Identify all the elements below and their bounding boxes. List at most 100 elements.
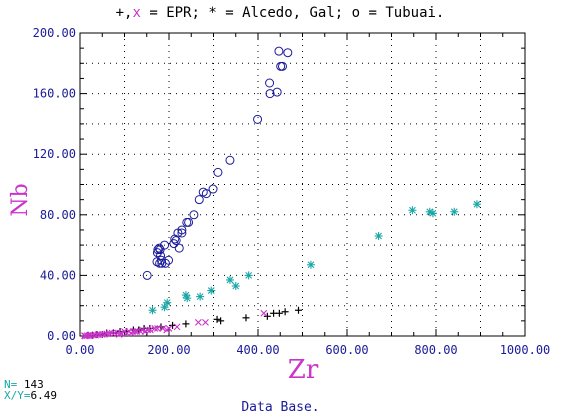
x-tick-label: 800.00 (414, 343, 457, 357)
axis-ticks (79, 32, 526, 337)
tubuai-point (174, 243, 184, 253)
y-tick-label: 120.00 (33, 147, 76, 161)
tubuai-point (208, 184, 218, 194)
chart-title-part: = EPR; (141, 5, 208, 21)
chart-title-part: = Tubuai. (360, 5, 444, 21)
epr-plus-point (213, 315, 221, 323)
tubuai-point (160, 258, 170, 268)
epr-x-point (111, 329, 119, 337)
sample-count-value: 143 (17, 378, 44, 391)
alcedo-point (207, 286, 216, 295)
alcedo-point (306, 260, 315, 269)
epr-x-point (173, 323, 181, 331)
epr-x-point (194, 318, 202, 326)
y-tick-label: 80.00 (40, 208, 76, 222)
sample-count: N= 143 (4, 378, 44, 391)
epr-x-point (127, 329, 135, 337)
x-tick-label: 1000.00 (500, 343, 551, 357)
alcedo-point (408, 206, 417, 215)
x-tick-label: 400.00 (236, 343, 279, 357)
alcedo-point (148, 306, 157, 315)
tubuai-point (153, 245, 163, 255)
epr-plus-point (217, 317, 225, 325)
tubuai-point (274, 46, 284, 56)
xy-ratio-value: 6.49 (30, 389, 58, 402)
y-tick-labels: 0.00 40.00 80.00 120.00 160.00 200.00 (33, 26, 76, 343)
tubuai-point (265, 89, 275, 99)
alcedo-point (472, 200, 481, 209)
tubuai-point (182, 217, 192, 227)
alcedo-point (183, 294, 192, 303)
epr-x-point (83, 332, 91, 340)
chart-title-part: x (132, 5, 140, 21)
sample-count-label: N= (4, 378, 18, 391)
alcedo-point (374, 232, 383, 241)
tubuai-point (164, 255, 174, 265)
epr-plus-point (182, 320, 190, 328)
tubuai-point (177, 228, 187, 238)
x-tick-labels: 0.00 200.00 400.00 600.00 800.00 1000.00 (66, 343, 551, 357)
tubuai-point (272, 87, 282, 97)
epr-plus-point (242, 314, 250, 322)
epr-x-point (159, 325, 167, 332)
alcedo-point (163, 298, 172, 307)
epr-plus-point (270, 309, 278, 317)
epr-x-point (163, 326, 171, 334)
chart-title: +,x = EPR; * = Alcedo, Gal; o = Tubuai. (116, 5, 445, 21)
epr-plus-point (109, 329, 117, 337)
epr-x-point (202, 318, 209, 326)
y-tick-label: 40.00 (40, 268, 76, 282)
epr-x-point (154, 325, 161, 332)
tubuai-point (276, 61, 286, 71)
y-axis-title: Nb (8, 183, 33, 216)
chart-title-part: * (208, 5, 216, 21)
alcedo-point (244, 271, 253, 280)
epr-plus-point (294, 306, 302, 314)
epr-x-point (131, 328, 139, 335)
tubuai-point (225, 155, 235, 165)
x-tick-label: 200.00 (147, 343, 190, 357)
y-tick-label: 0.00 (47, 329, 76, 343)
y-tick-label: 200.00 (33, 26, 76, 40)
tubuai-point (198, 187, 208, 197)
tubuai-point (194, 195, 204, 205)
chart-title-part: = Alcedo, Gal; (217, 5, 352, 21)
x-axis-title: Zr (288, 355, 319, 385)
tubuai-point (265, 78, 275, 88)
tubuai-point (152, 248, 162, 258)
alcedo-point (225, 275, 234, 284)
tubuai-point (184, 217, 194, 227)
tubuai-point (189, 210, 199, 220)
epr-x-point (81, 332, 88, 340)
tubuai-point (155, 258, 165, 268)
xy-ratio: X/Y=6.49 (4, 389, 57, 402)
epr-x-point (141, 328, 149, 335)
epr-x-point (260, 309, 268, 317)
y-tick-label: 160.00 (33, 87, 76, 101)
epr-plus-point (281, 308, 289, 316)
x-tick-label: 0.00 (66, 343, 95, 357)
tubuai-point (253, 114, 263, 124)
tubuai-point (169, 239, 179, 249)
epr-x-point (151, 325, 159, 332)
xy-ratio-label: X/Y= (4, 389, 31, 402)
tubuai-point (213, 167, 223, 177)
grid (80, 33, 525, 336)
tubuai-point (155, 245, 165, 255)
tubuai-point (152, 257, 162, 267)
data-points (81, 46, 481, 340)
alcedo-point (231, 282, 240, 291)
chart-title-text: +,x = EPR; * = Alcedo, Gal; o = Tubuai. (116, 5, 445, 21)
tubuai-point (283, 48, 293, 58)
alcedo-point (196, 292, 205, 301)
alcedo-point (425, 207, 434, 216)
tubuai-point (142, 270, 152, 280)
alcedo-point (160, 303, 169, 312)
alcedo-point (450, 207, 459, 216)
tubuai-point (171, 236, 181, 246)
tubuai-point (170, 234, 180, 244)
epr-plus-point (263, 312, 271, 320)
tubuai-point (277, 61, 287, 71)
epr-x-point (146, 326, 154, 334)
